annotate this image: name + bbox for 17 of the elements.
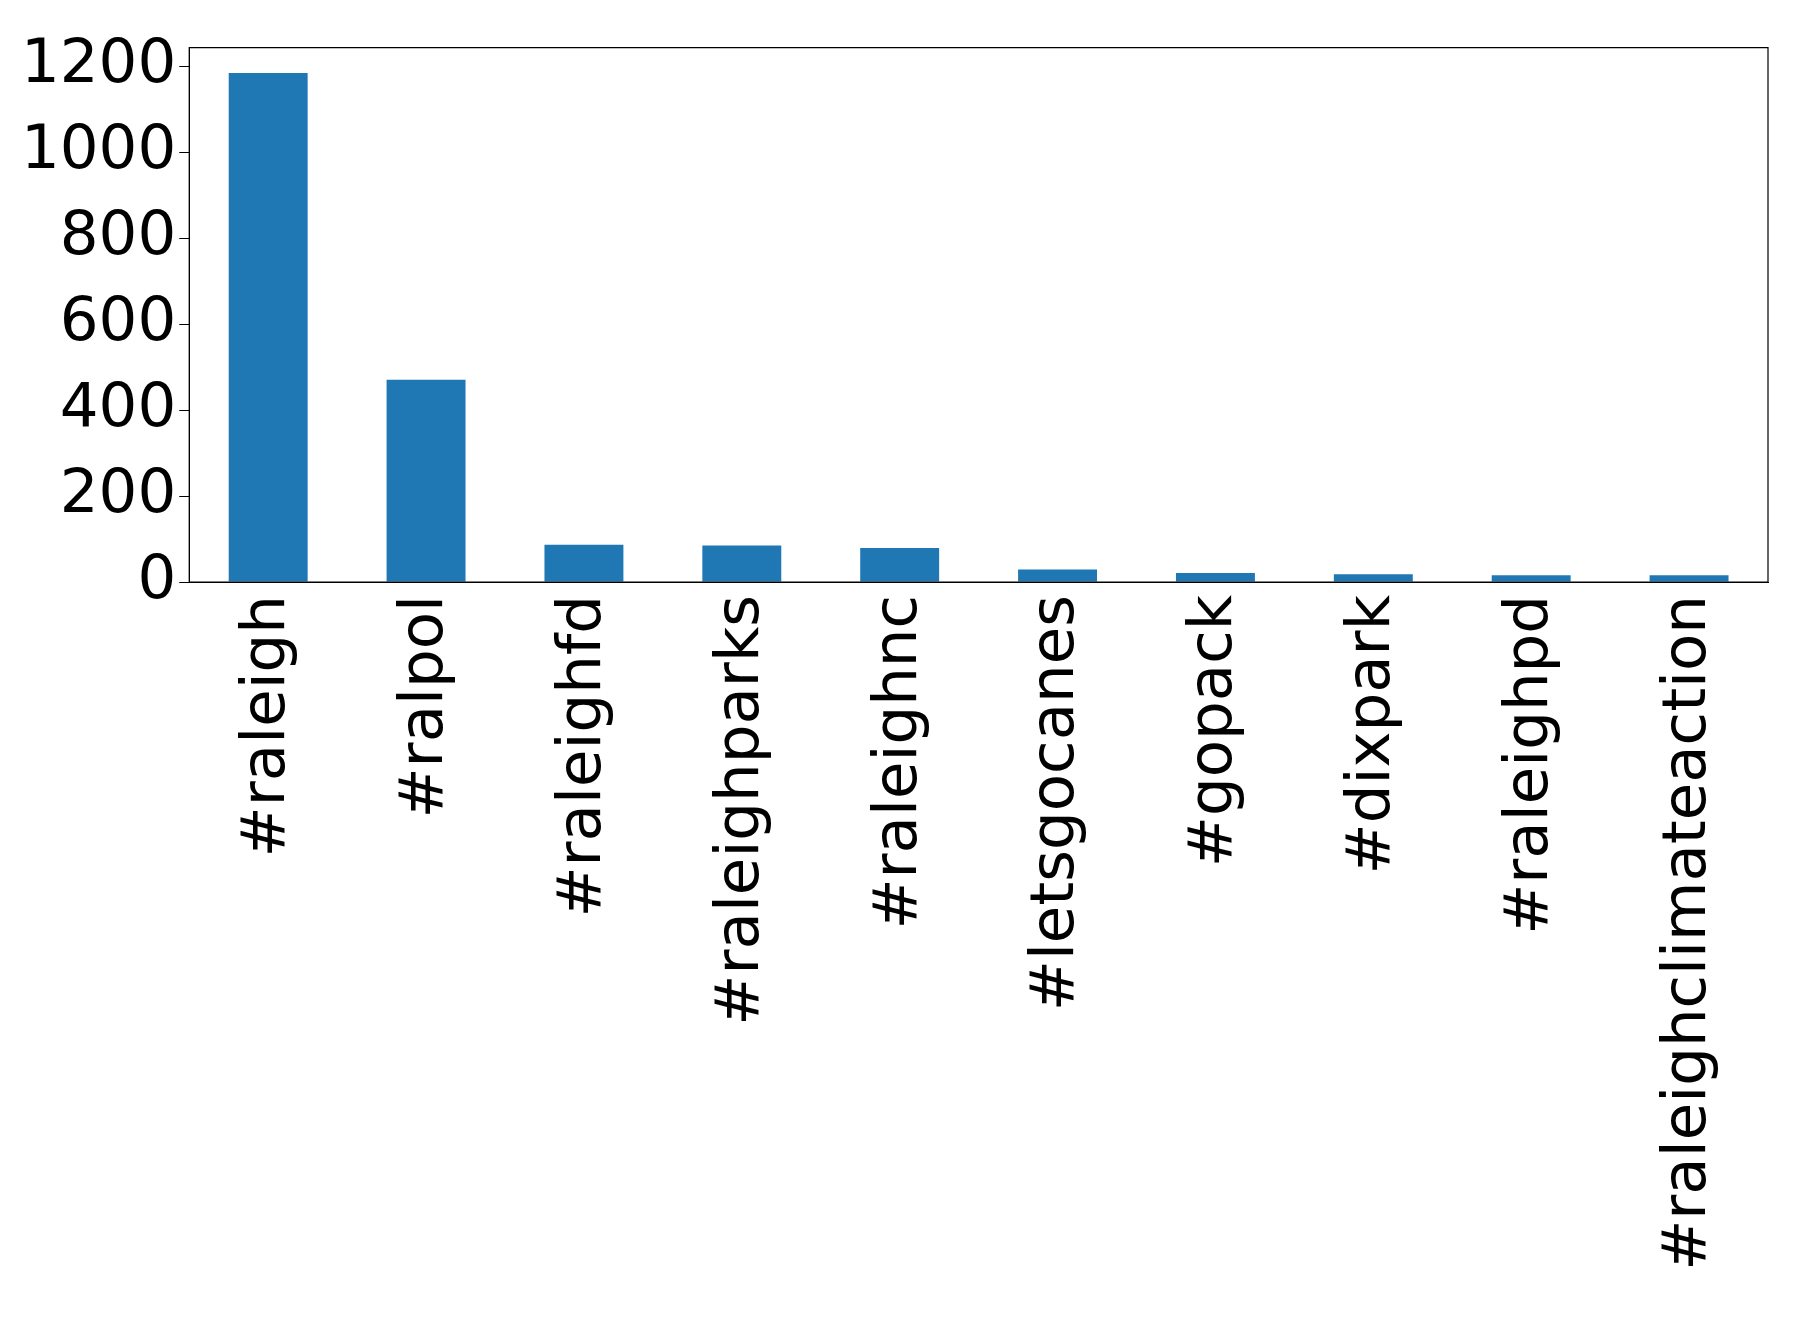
y-tick-label: 1200: [20, 25, 177, 97]
x-tick-label: #letsgocanes: [1016, 595, 1088, 1012]
y-tick-label: 800: [59, 197, 177, 269]
x-tick-label: #dixpark: [1332, 594, 1404, 875]
y-tick-label: 400: [59, 369, 177, 441]
y-tick-label: 1000: [20, 111, 177, 183]
y-tick-label: 600: [59, 283, 177, 355]
x-tick-label: #raleighparks: [700, 595, 772, 1026]
x-tick-label: #raleighfd: [542, 595, 614, 918]
x-tick-label: #raleigh: [227, 595, 299, 858]
x-tick-label: #gopack: [1174, 594, 1246, 868]
x-tick-label: #ralpol: [384, 595, 456, 819]
y-tick-label: 0: [137, 540, 177, 612]
y-tick-label: 200: [59, 454, 177, 526]
x-tick-label: #raleighnc: [858, 595, 930, 930]
x-tick-label: #raleighpd: [1490, 595, 1562, 935]
x-tick-label: #raleighclimateaction: [1647, 595, 1719, 1271]
